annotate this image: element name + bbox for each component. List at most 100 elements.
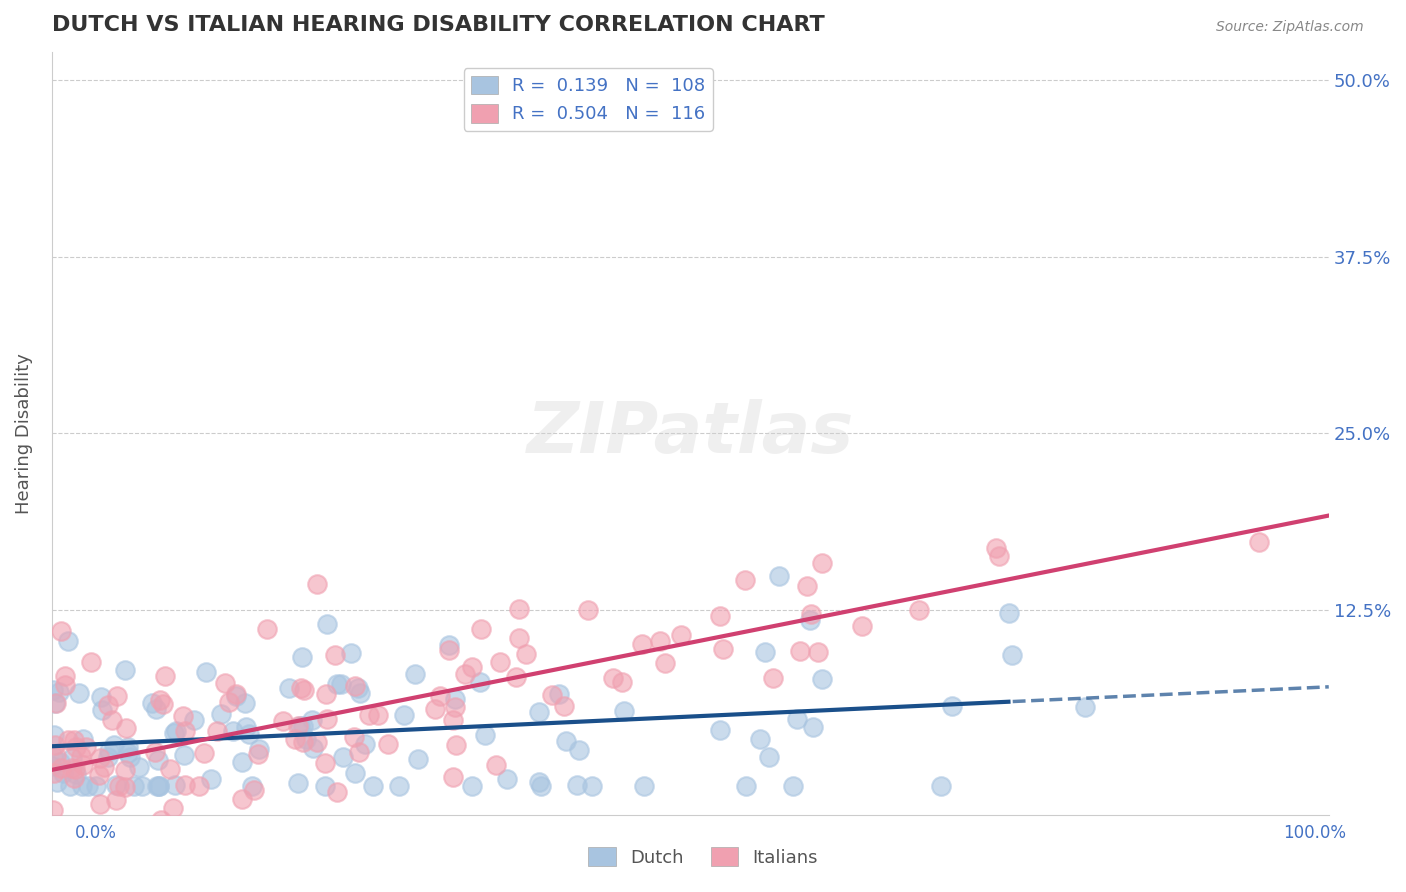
Point (65, 767, 87, 781)
Point (63, 733, 86, 747)
Point (423, 702, 446, 716)
Point (48, 685, 70, 699)
Point (343, 679, 366, 693)
Point (141, 696, 163, 710)
Point (302, 740, 325, 755)
Point (709, 723, 731, 737)
Point (231, 755, 253, 769)
Point (63, 771, 86, 785)
Point (290, 681, 312, 696)
Point (782, 780, 804, 794)
Point (439, 643, 461, 657)
Point (222, 724, 245, 739)
Point (183, 713, 205, 727)
Point (117, 747, 139, 761)
Point (173, 723, 195, 738)
Point (709, 609, 731, 624)
Point (44, 696, 66, 710)
Point (42, 728, 65, 742)
Point (100, 713, 122, 727)
Point (323, 648, 346, 662)
Point (287, 719, 309, 733)
Point (63, 762, 86, 776)
Point (314, 780, 336, 794)
Point (143, 745, 166, 759)
Text: 100.0%: 100.0% (1284, 824, 1346, 842)
Point (326, 676, 349, 690)
Point (114, 663, 136, 677)
Y-axis label: Hearing Disability: Hearing Disability (15, 352, 32, 514)
Point (42, 682, 65, 697)
Point (173, 747, 195, 762)
Point (631, 636, 654, 650)
Point (292, 734, 315, 748)
Point (42, 803, 65, 817)
Point (444, 738, 467, 752)
Point (851, 619, 873, 633)
Point (734, 574, 756, 588)
Point (58, 634, 80, 648)
Text: DUTCH VS ITALIAN HEARING DISABILITY CORRELATION CHART: DUTCH VS ITALIAN HEARING DISABILITY CORR… (52, 15, 824, 35)
Point (529, 705, 551, 719)
Point (89, 768, 111, 782)
Point (148, 780, 170, 794)
Point (468, 674, 491, 689)
Point (1001, 648, 1024, 662)
Point (332, 749, 354, 764)
Point (789, 644, 811, 658)
Point (505, 670, 527, 684)
Point (89, 751, 111, 765)
Point (288, 719, 311, 733)
Point (295, 731, 318, 746)
Point (347, 745, 370, 759)
Point (89, 797, 111, 812)
Point (53, 669, 76, 683)
Point (941, 699, 963, 714)
Point (72, 780, 94, 794)
Point (145, 702, 167, 716)
Point (114, 763, 136, 777)
Point (56, 733, 79, 747)
Point (291, 650, 314, 665)
Point (152, 697, 174, 711)
Point (146, 753, 169, 767)
Point (194, 665, 217, 680)
Point (488, 655, 510, 669)
Point (65, 739, 87, 754)
Point (443, 692, 465, 706)
Point (287, 776, 309, 790)
Point (437, 638, 460, 652)
Point (527, 774, 550, 789)
Point (209, 707, 232, 722)
Point (461, 660, 484, 674)
Point (998, 606, 1021, 620)
Point (1247, 534, 1270, 549)
Point (218, 695, 240, 709)
Point (159, 762, 181, 776)
Point (131, 780, 153, 794)
Point (315, 616, 337, 631)
Point (461, 780, 484, 794)
Point (165, 724, 187, 739)
Point (314, 756, 336, 770)
Point (555, 734, 578, 748)
Point (339, 646, 361, 660)
Point (754, 645, 776, 659)
Point (105, 689, 128, 703)
Point (612, 704, 634, 718)
Point (98, 744, 121, 758)
Point (103, 738, 125, 752)
Point (404, 667, 426, 681)
Point (72, 731, 94, 746)
Point (485, 758, 508, 772)
Point (931, 780, 953, 794)
Point (749, 731, 772, 746)
Point (53, 678, 76, 692)
Point (553, 699, 575, 714)
Point (496, 772, 519, 786)
Point (762, 671, 785, 685)
Point (612, 674, 634, 689)
Point (233, 696, 256, 710)
Point (540, 689, 562, 703)
Point (454, 667, 477, 681)
